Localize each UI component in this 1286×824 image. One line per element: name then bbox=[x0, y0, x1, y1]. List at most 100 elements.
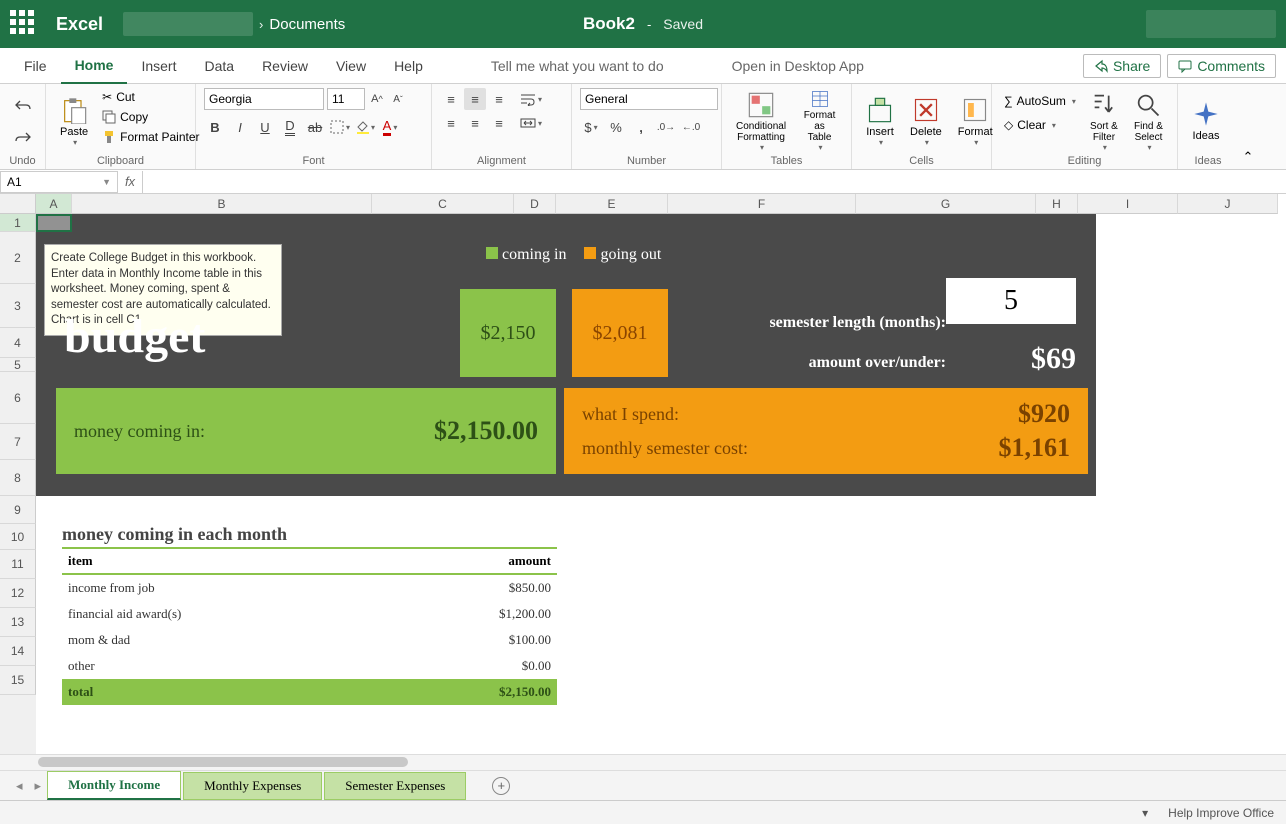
column-header-I[interactable]: I bbox=[1078, 194, 1178, 214]
column-header-A[interactable]: A bbox=[36, 194, 72, 214]
status-menu[interactable]: ▾ bbox=[1142, 806, 1148, 820]
comma-button[interactable]: , bbox=[630, 116, 652, 138]
clear-button[interactable]: ◇Clear bbox=[1000, 116, 1080, 134]
paste-button[interactable]: Paste bbox=[54, 88, 94, 154]
column-header-F[interactable]: F bbox=[668, 194, 856, 214]
underline-button[interactable]: U bbox=[254, 116, 276, 138]
scroll-thumb[interactable] bbox=[38, 757, 408, 767]
row-header-14[interactable]: 14 bbox=[0, 637, 36, 666]
row-header-15[interactable]: 15 bbox=[0, 666, 36, 695]
italic-button[interactable]: I bbox=[229, 116, 251, 138]
align-center[interactable]: ≡ bbox=[464, 112, 486, 134]
row-header-12[interactable]: 12 bbox=[0, 579, 36, 608]
menu-help[interactable]: Help bbox=[380, 48, 437, 84]
table-row[interactable]: financial aid award(s)$1,200.00 bbox=[62, 601, 557, 627]
row-header-13[interactable]: 13 bbox=[0, 608, 36, 637]
sort-filter-button[interactable]: Sort & Filter bbox=[1084, 88, 1124, 154]
tell-me-search[interactable]: Tell me what you want to do bbox=[477, 48, 678, 84]
strikethrough-button[interactable]: ab bbox=[304, 116, 326, 138]
name-box[interactable]: A1▼ bbox=[0, 171, 118, 193]
redo-button[interactable] bbox=[12, 126, 34, 148]
select-all-corner[interactable] bbox=[0, 194, 36, 214]
font-name-select[interactable] bbox=[204, 88, 324, 110]
fx-icon[interactable]: fx bbox=[118, 174, 142, 189]
wrap-text-button[interactable] bbox=[520, 88, 542, 110]
decrease-decimal-button[interactable]: ←.0 bbox=[680, 116, 702, 138]
menu-home[interactable]: Home bbox=[61, 48, 128, 84]
row-header-9[interactable]: 9 bbox=[0, 496, 36, 524]
fill-color-button[interactable] bbox=[354, 116, 376, 138]
column-header-C[interactable]: C bbox=[372, 194, 514, 214]
copy-button[interactable]: Copy bbox=[98, 108, 203, 126]
menu-file[interactable]: File bbox=[10, 48, 61, 84]
row-header-8[interactable]: 8 bbox=[0, 460, 36, 496]
align-bottom[interactable]: ≡ bbox=[488, 88, 510, 110]
row-header-11[interactable]: 11 bbox=[0, 550, 36, 579]
delete-cells-button[interactable]: Delete bbox=[904, 88, 948, 154]
horizontal-scrollbar[interactable] bbox=[0, 754, 1286, 770]
conditional-formatting-button[interactable]: Conditional Formatting bbox=[730, 88, 792, 154]
undo-button[interactable] bbox=[12, 94, 34, 116]
row-header-2[interactable]: 2 bbox=[0, 232, 36, 284]
format-as-table-button[interactable]: Format as Table bbox=[796, 88, 843, 154]
document-name[interactable]: Book2 bbox=[583, 14, 635, 34]
increase-decimal-button[interactable]: .0→ bbox=[655, 116, 677, 138]
menu-insert[interactable]: Insert bbox=[127, 48, 190, 84]
column-header-D[interactable]: D bbox=[514, 194, 556, 214]
app-launcher-icon[interactable] bbox=[10, 10, 38, 38]
align-left[interactable]: ≡ bbox=[440, 112, 462, 134]
help-improve-link[interactable]: Help Improve Office bbox=[1168, 806, 1274, 820]
table-row[interactable]: other$0.00 bbox=[62, 653, 557, 679]
currency-button[interactable]: $ bbox=[580, 116, 602, 138]
find-select-button[interactable]: Find & Select bbox=[1128, 88, 1169, 154]
menu-review[interactable]: Review bbox=[248, 48, 322, 84]
collapse-ribbon-icon[interactable]: ⌃ bbox=[1243, 149, 1254, 165]
row-header-7[interactable]: 7 bbox=[0, 424, 36, 460]
row-header-4[interactable]: 4 bbox=[0, 328, 36, 358]
cut-button[interactable]: ✂Cut bbox=[98, 88, 203, 106]
number-format-select[interactable] bbox=[580, 88, 718, 110]
font-color-button[interactable]: A bbox=[379, 116, 401, 138]
autosum-button[interactable]: ∑AutoSum bbox=[1000, 92, 1080, 110]
row-header-1[interactable]: 1 bbox=[0, 214, 36, 232]
formula-bar[interactable] bbox=[142, 171, 1286, 193]
shrink-font-button[interactable]: Aˇ bbox=[389, 90, 407, 108]
font-size-select[interactable] bbox=[327, 88, 365, 110]
column-header-J[interactable]: J bbox=[1178, 194, 1278, 214]
percent-button[interactable]: % bbox=[605, 116, 627, 138]
ideas-button[interactable]: Ideas bbox=[1186, 88, 1226, 154]
align-middle[interactable]: ≡ bbox=[464, 88, 486, 110]
spreadsheet-grid[interactable]: Create College Budget in this workbook. … bbox=[36, 214, 1286, 754]
format-painter-button[interactable]: Format Painter bbox=[98, 128, 203, 146]
table-row[interactable]: mom & dad$100.00 bbox=[62, 627, 557, 653]
share-button[interactable]: Share bbox=[1083, 54, 1161, 78]
row-header-6[interactable]: 6 bbox=[0, 372, 36, 424]
breadcrumb-documents[interactable]: Documents bbox=[269, 16, 345, 33]
border-button[interactable] bbox=[329, 116, 351, 138]
add-sheet-button[interactable]: + bbox=[492, 777, 510, 795]
column-header-B[interactable]: B bbox=[72, 194, 372, 214]
sheet-tab-monthly-income[interactable]: Monthly Income bbox=[47, 771, 181, 800]
align-top[interactable]: ≡ bbox=[440, 88, 462, 110]
bold-button[interactable]: B bbox=[204, 116, 226, 138]
insert-cells-button[interactable]: Insert bbox=[860, 88, 900, 154]
sheet-tab-semester-expenses[interactable]: Semester Expenses bbox=[324, 772, 466, 800]
sheet-tab-monthly-expenses[interactable]: Monthly Expenses bbox=[183, 772, 322, 800]
tab-nav-prev[interactable]: ◂ bbox=[10, 778, 29, 794]
column-header-H[interactable]: H bbox=[1036, 194, 1078, 214]
column-header-G[interactable]: G bbox=[856, 194, 1036, 214]
row-header-10[interactable]: 10 bbox=[0, 524, 36, 550]
breadcrumb-location[interactable] bbox=[123, 12, 253, 36]
semester-length-value[interactable]: 5 bbox=[946, 278, 1076, 324]
table-row[interactable]: income from job$850.00 bbox=[62, 575, 557, 601]
tab-nav-next[interactable]: ▸ bbox=[29, 778, 48, 794]
comments-button[interactable]: Comments bbox=[1167, 54, 1276, 78]
column-header-E[interactable]: E bbox=[556, 194, 668, 214]
row-header-5[interactable]: 5 bbox=[0, 358, 36, 372]
row-header-3[interactable]: 3 bbox=[0, 284, 36, 328]
menu-view[interactable]: View bbox=[322, 48, 380, 84]
double-underline-button[interactable]: D bbox=[279, 116, 301, 138]
open-in-desktop[interactable]: Open in Desktop App bbox=[718, 48, 878, 84]
user-account[interactable] bbox=[1146, 10, 1276, 38]
grow-font-button[interactable]: A^ bbox=[368, 90, 386, 108]
